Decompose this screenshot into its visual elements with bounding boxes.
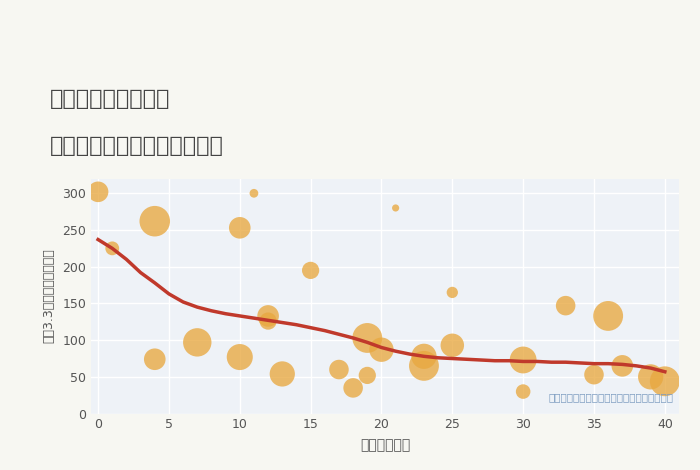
Point <box>589 371 600 378</box>
Point <box>517 388 528 395</box>
Point <box>603 312 614 320</box>
Point <box>419 352 430 360</box>
Point <box>560 302 571 309</box>
Point <box>234 224 246 232</box>
Point <box>617 362 628 369</box>
Point <box>447 342 458 349</box>
Point <box>645 373 657 381</box>
Text: 築年数別中古マンション価格: 築年数別中古マンション価格 <box>50 136 224 157</box>
Point <box>149 218 160 225</box>
Point <box>362 372 373 379</box>
Point <box>419 362 430 369</box>
Text: 大阪府高石市西取石: 大阪府高石市西取石 <box>50 89 170 110</box>
Point <box>276 370 288 378</box>
Text: 円の大きさは、取引のあった物件面積を示す: 円の大きさは、取引のあった物件面積を示す <box>548 392 673 402</box>
Point <box>149 355 160 363</box>
Point <box>248 189 260 197</box>
Point <box>192 338 203 346</box>
X-axis label: 築年数（年）: 築年数（年） <box>360 439 410 453</box>
Point <box>447 289 458 296</box>
Point <box>262 317 274 325</box>
Point <box>305 266 316 274</box>
Point <box>106 244 118 252</box>
Point <box>517 356 528 364</box>
Point <box>362 334 373 342</box>
Point <box>376 346 387 353</box>
Point <box>333 366 344 373</box>
Point <box>262 312 274 320</box>
Point <box>659 377 671 385</box>
Point <box>390 204 401 212</box>
Point <box>92 188 104 196</box>
Point <box>234 353 246 361</box>
Y-axis label: 坪（3.3㎡）単価（万円）: 坪（3.3㎡）単価（万円） <box>42 249 55 344</box>
Point <box>347 384 358 392</box>
